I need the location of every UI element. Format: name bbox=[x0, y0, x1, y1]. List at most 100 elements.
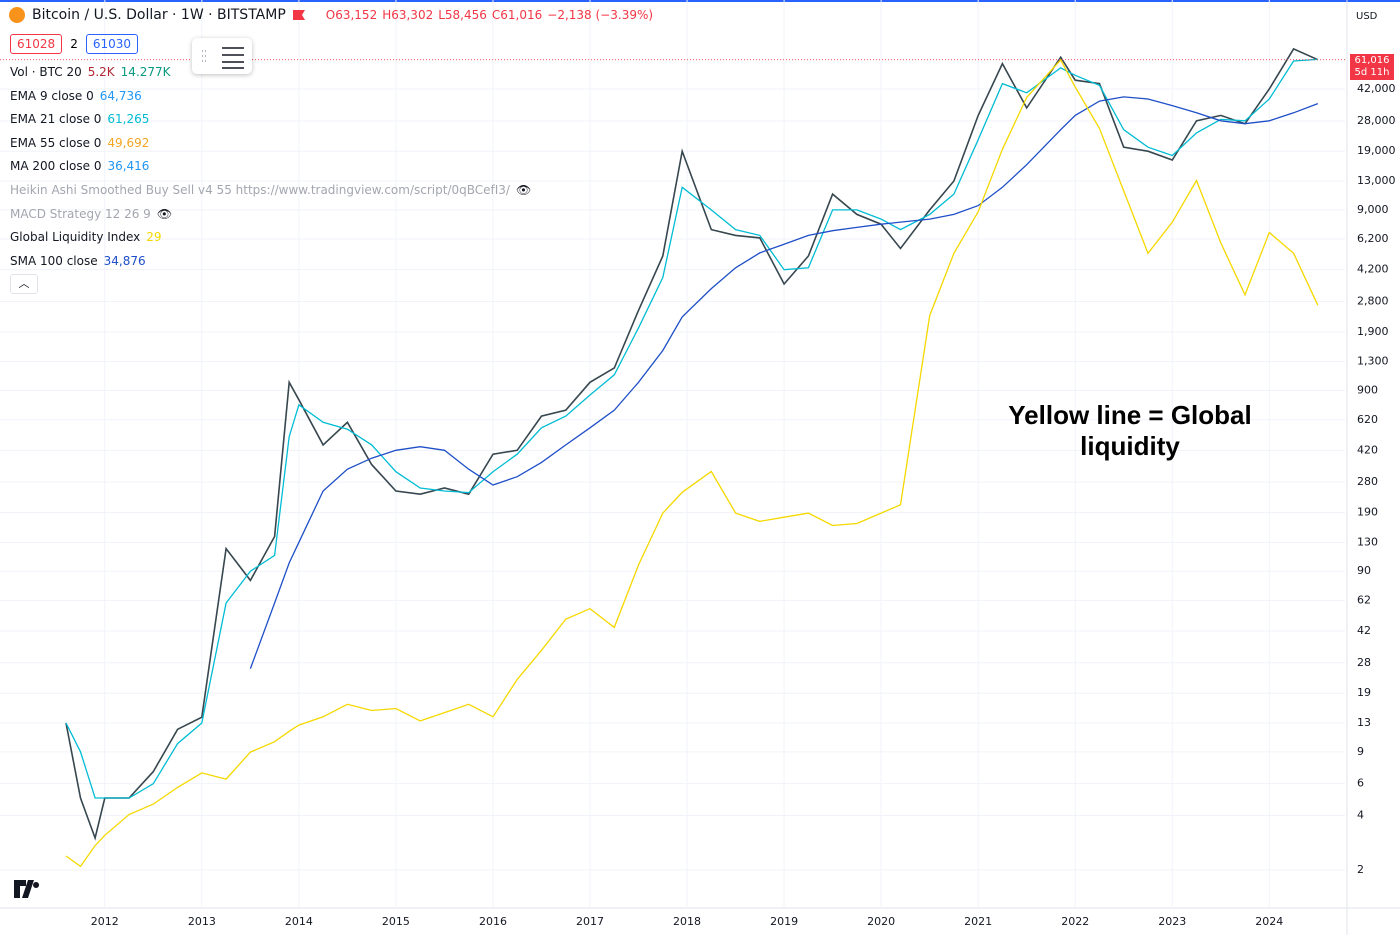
annotation-line: liquidity bbox=[1080, 431, 1180, 461]
axes: 2 4 6 9 13 19 28 42 62 90 130 190 280 420 620 900 1,300 1… bbox=[91, 82, 1396, 928]
x-tick-label: 2023 bbox=[1158, 915, 1186, 928]
legend-value: 29 bbox=[146, 230, 162, 245]
y-tick-label: 13,000 bbox=[1357, 174, 1396, 187]
grid bbox=[0, 0, 1345, 908]
logo-shape bbox=[14, 880, 40, 898]
legend-row: EMA 9 close 0 64,736 bbox=[10, 86, 531, 110]
x-tick-label: 2024 bbox=[1255, 915, 1283, 928]
ohlc: O63,152 H63,302 L58,456 C61,016 −2,138 (−3.3… bbox=[326, 8, 658, 22]
y-tick-label: 1,300 bbox=[1357, 355, 1389, 368]
legend-value: 61,265 bbox=[107, 112, 150, 127]
sell-button[interactable]: 61028 bbox=[10, 34, 63, 54]
legend-name: EMA 55 close 0 bbox=[10, 135, 102, 150]
y-tick-label: 42,000 bbox=[1357, 82, 1396, 95]
legend-row: SMA 100 close 34,876 bbox=[10, 251, 531, 275]
countdown: 5d 11h bbox=[1354, 67, 1390, 78]
x-tick-label: 2013 bbox=[188, 915, 216, 928]
x-tick-label: 2022 bbox=[1061, 915, 1089, 928]
legend-value: 14.277K bbox=[120, 65, 171, 79]
legend-name: MACD Strategy 12 26 9 bbox=[10, 206, 151, 221]
currency[interactable]: USD bbox=[1356, 11, 1378, 22]
y-tick-label: 4,200 bbox=[1357, 263, 1389, 276]
legend-row: MACD Strategy 12 26 9 👁︎ bbox=[10, 204, 531, 228]
series-line bbox=[249, 96, 1319, 669]
x-tick-label: 2016 bbox=[479, 915, 507, 928]
y-tick-label: 28,000 bbox=[1357, 114, 1396, 127]
x-tick-label: 2012 bbox=[91, 915, 119, 928]
legend-row: Vol · BTC 20 5.2K 14.277K bbox=[10, 62, 531, 86]
legend-name: Vol · BTC 20 bbox=[10, 65, 82, 79]
legend-name: SMA 100 close bbox=[10, 253, 98, 268]
price-tag: 61,016 5d 11h bbox=[1350, 54, 1394, 80]
ohlc-item: −2,138 (−3.39%) bbox=[547, 8, 654, 22]
y-tick-label: 62 bbox=[1357, 593, 1371, 606]
hidden-icon: 👁︎ bbox=[156, 206, 173, 221]
y-tick-label: 1,900 bbox=[1357, 325, 1389, 338]
legend-row: EMA 21 close 0 61,265 bbox=[10, 109, 531, 133]
ohlc-item: O63,152 bbox=[325, 8, 378, 22]
x-tick-label: 2018 bbox=[673, 915, 701, 928]
y-tick-label: 13 bbox=[1357, 716, 1371, 729]
y-tick-label: 19 bbox=[1357, 686, 1371, 699]
x-tick-label: 2014 bbox=[285, 915, 313, 928]
legend-row: EMA 55 close 0 49,692 bbox=[10, 133, 531, 157]
legend-row: Global Liquidity Index 29 bbox=[10, 227, 531, 251]
legend-value: 34,876 bbox=[103, 253, 146, 268]
flag-shape bbox=[292, 10, 305, 20]
trade-buttons: 61028 2 61030 bbox=[10, 34, 139, 54]
legend-row: MA 200 close 0 36,416 bbox=[10, 156, 531, 180]
legend-name: EMA 21 close 0 bbox=[10, 112, 102, 127]
ohlc-item: C61,016 bbox=[491, 8, 543, 22]
y-tick-label: 4 bbox=[1357, 808, 1364, 821]
collapse-button[interactable]: ︿ bbox=[10, 274, 38, 294]
legend-value: 64,736 bbox=[99, 88, 142, 103]
annotation-line: Yellow line = Global bbox=[1008, 400, 1252, 430]
grip bbox=[202, 50, 206, 62]
x-tick-label: 2021 bbox=[964, 915, 992, 928]
annotation: Yellow line = Global liquidity bbox=[980, 400, 1280, 462]
legend-name: Global Liquidity Index bbox=[10, 230, 141, 245]
icon-circle bbox=[9, 7, 25, 23]
legend-value: 5.2K bbox=[87, 65, 115, 79]
y-tick-label: 19,000 bbox=[1357, 144, 1396, 157]
y-tick-label: 90 bbox=[1357, 564, 1371, 577]
legend-value: 49,692 bbox=[107, 135, 150, 150]
ohlc-item: H63,302 bbox=[382, 8, 434, 22]
y-tick-label: 130 bbox=[1357, 535, 1378, 548]
symbol-title[interactable]: Bitcoin / U.S. Dollar · 1W · BITSTAMP bbox=[32, 7, 286, 23]
y-tick-label: 9,000 bbox=[1357, 203, 1389, 216]
flag bbox=[292, 10, 305, 20]
plot bbox=[0, 47, 1345, 868]
x-tick-label: 2019 bbox=[770, 915, 798, 928]
buy-button[interactable]: 61030 bbox=[85, 34, 139, 54]
menu-lines bbox=[222, 47, 244, 69]
tool-icon bbox=[202, 47, 244, 69]
y-tick-label: 2,800 bbox=[1357, 294, 1389, 307]
y-tick-label: 900 bbox=[1357, 384, 1378, 397]
toolbar-popup[interactable] bbox=[192, 38, 252, 74]
y-tick-label: 190 bbox=[1357, 506, 1378, 519]
legend: Vol · BTC 20 5.2K 14.277K EMA 9 close 0 64,7… bbox=[10, 62, 531, 274]
x-tick-label: 2015 bbox=[382, 915, 410, 928]
tv-logo bbox=[14, 880, 40, 898]
y-tick-label: 420 bbox=[1357, 443, 1378, 456]
price-tag-value: 61,016 bbox=[1354, 55, 1390, 66]
header: Bitcoin / U.S. Dollar · 1W · BITSTAMP O6… bbox=[8, 6, 658, 24]
legend-name: MA 200 close 0 bbox=[10, 159, 102, 174]
y-tick-label: 280 bbox=[1357, 475, 1378, 488]
y-tick-label: 9 bbox=[1357, 745, 1364, 758]
series-line bbox=[65, 58, 1319, 868]
y-tick-label: 2 bbox=[1357, 863, 1364, 876]
spread: 2 bbox=[70, 37, 78, 51]
x-tick-label: 2020 bbox=[867, 915, 895, 928]
series-line bbox=[65, 58, 1318, 799]
legend-row: Heikin Ashi Smoothed Buy Sell v4 55 http… bbox=[10, 180, 531, 204]
x-tick-label: 2017 bbox=[576, 915, 604, 928]
ohlc-item: L58,456 bbox=[438, 8, 487, 22]
series-line bbox=[65, 47, 1319, 841]
y-tick-label: 6 bbox=[1357, 777, 1364, 790]
legend-name: Heikin Ashi Smoothed Buy Sell v4 55 http… bbox=[10, 182, 510, 197]
y-tick-label: 42 bbox=[1357, 624, 1371, 637]
